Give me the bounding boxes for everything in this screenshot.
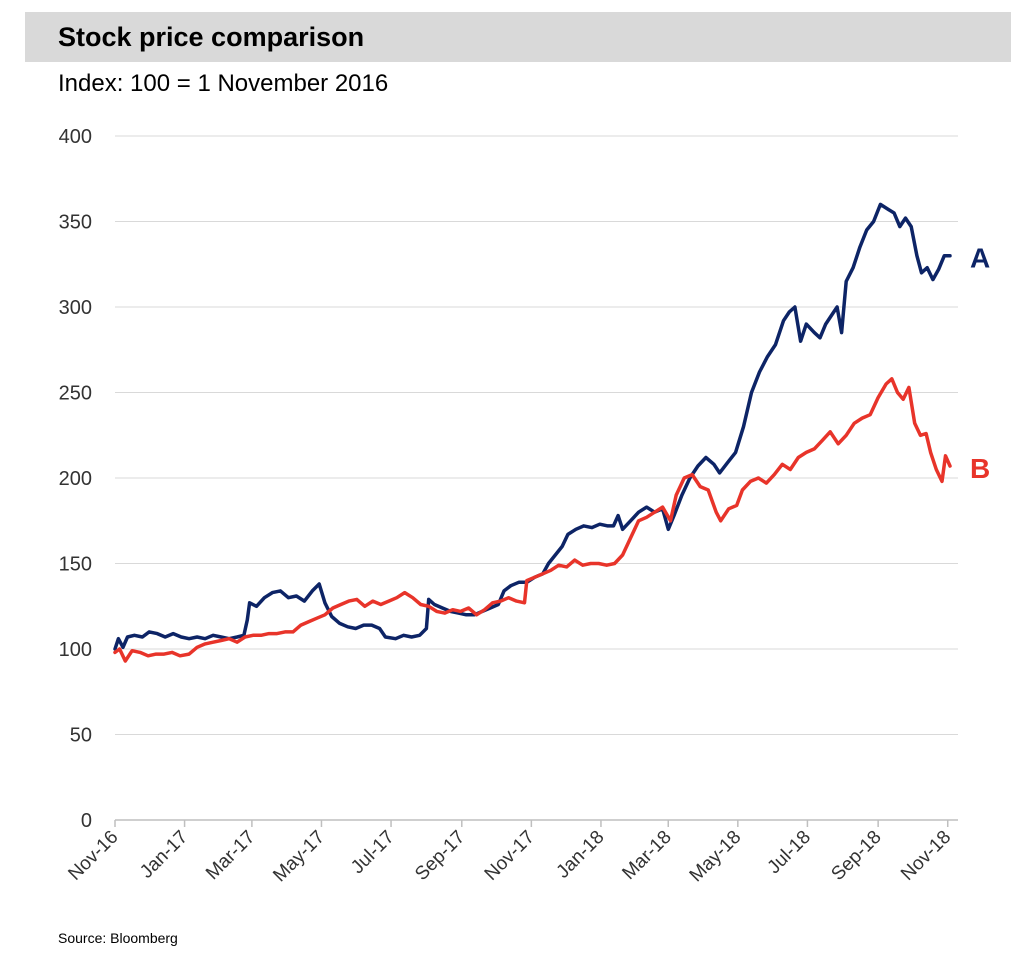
chart-title: Stock price comparison bbox=[58, 22, 365, 52]
y-tick-label: 0 bbox=[81, 810, 92, 832]
y-tick-label: 150 bbox=[59, 554, 92, 576]
series-line-B bbox=[113, 377, 952, 663]
series-lines bbox=[113, 202, 952, 663]
y-tick-label: 200 bbox=[59, 468, 92, 490]
series-label-B: B bbox=[970, 453, 990, 484]
x-tick-label: Nov-18 bbox=[897, 827, 955, 885]
x-tick-label: Jan-18 bbox=[553, 827, 609, 883]
y-tick-label: 300 bbox=[59, 297, 92, 319]
series-line-A bbox=[113, 202, 952, 651]
x-tick-label: May-18 bbox=[686, 827, 746, 887]
series-labels: AB bbox=[970, 243, 990, 484]
x-tick-label: Nov-17 bbox=[481, 827, 539, 885]
y-tick-label: 400 bbox=[59, 126, 92, 148]
gridlines bbox=[115, 135, 958, 735]
y-axis-ticks: 0 50 100 150 200 250 300 350 400 bbox=[59, 126, 92, 832]
x-tick-label: Sep-17 bbox=[411, 827, 469, 885]
title-band: Stock price comparison bbox=[25, 12, 1011, 62]
source-note: Source: Bloomberg bbox=[58, 930, 178, 946]
x-tick-label: May-17 bbox=[269, 827, 329, 887]
y-tick-label: 50 bbox=[70, 725, 92, 747]
y-tick-label: 350 bbox=[59, 212, 92, 234]
y-tick-label: 100 bbox=[59, 639, 92, 661]
x-tick-label: Mar-18 bbox=[618, 827, 675, 884]
x-tick-label: Jul-18 bbox=[764, 827, 815, 878]
x-tick-label: Sep-18 bbox=[828, 827, 886, 885]
x-axis: Nov-16 Jan-17 Mar-17 May-17 Jul-17 Sep-17 Nov-… bbox=[64, 819, 958, 887]
series-label-A: A bbox=[970, 243, 990, 274]
y-tick-label: 250 bbox=[59, 383, 92, 405]
x-tick-label: Mar-17 bbox=[202, 827, 259, 884]
x-tick-label: Nov-16 bbox=[64, 827, 122, 885]
x-tick-label: Jul-17 bbox=[347, 827, 398, 878]
chart-subtitle: Index: 100 = 1 November 2016 bbox=[58, 70, 389, 97]
x-tick-label: Jan-17 bbox=[136, 827, 192, 883]
